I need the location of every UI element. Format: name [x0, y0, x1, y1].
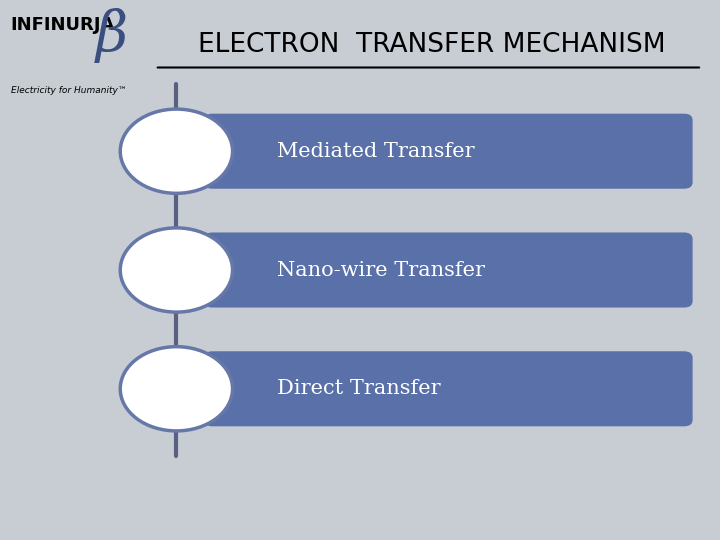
Text: ELECTRON  TRANSFER MECHANISM: ELECTRON TRANSFER MECHANISM — [198, 32, 666, 58]
Text: Direct Transfer: Direct Transfer — [277, 379, 441, 399]
Text: Electricity for Humanity™: Electricity for Humanity™ — [11, 86, 127, 96]
Text: Mediated Transfer: Mediated Transfer — [277, 141, 474, 161]
Circle shape — [120, 109, 233, 193]
Text: β: β — [96, 8, 127, 63]
Circle shape — [120, 347, 233, 431]
Text: INFINURJA: INFINURJA — [11, 16, 115, 34]
Circle shape — [120, 228, 233, 312]
FancyBboxPatch shape — [204, 114, 693, 189]
FancyBboxPatch shape — [204, 232, 693, 308]
Text: Nano-wire Transfer: Nano-wire Transfer — [277, 260, 485, 280]
FancyBboxPatch shape — [204, 351, 693, 427]
